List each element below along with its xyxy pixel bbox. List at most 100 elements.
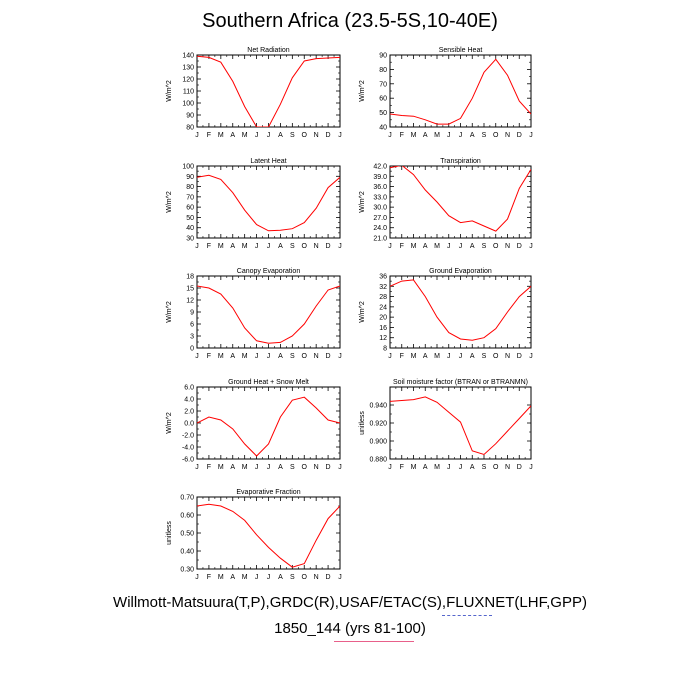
y-tick-label: 50 <box>379 110 387 117</box>
panel-title: Net Radiation <box>247 47 290 54</box>
x-tick-label: N <box>505 353 510 360</box>
x-tick-label: S <box>290 574 295 581</box>
x-tick-label: A <box>470 132 475 139</box>
plot-frame <box>389 165 532 239</box>
y-tick-label: 30.0 <box>373 205 387 212</box>
plot-frame <box>196 275 341 349</box>
x-tick-label: S <box>290 464 295 471</box>
y-tick-label: 36.0 <box>373 184 387 191</box>
plot-frame <box>196 54 341 128</box>
x-tick-label: M <box>411 132 417 139</box>
y-tick-label: 0 <box>190 346 194 353</box>
panel-title: Canopy Evaporation <box>237 268 301 275</box>
y-tick-label: 28 <box>379 294 387 301</box>
x-tick-label: N <box>314 574 319 581</box>
series-line <box>390 396 531 456</box>
x-tick-label: M <box>218 243 224 250</box>
x-tick-label: S <box>290 132 295 139</box>
y-tick-label: 42.0 <box>373 164 387 171</box>
x-tick-label: F <box>207 574 211 581</box>
y-tick-label: 0.0 <box>184 421 194 428</box>
x-tick-label: J <box>529 353 533 360</box>
y-tick-label: 6.0 <box>184 385 194 392</box>
x-tick-label: J <box>267 132 271 139</box>
plot-frame <box>196 165 341 239</box>
y-tick-label: 70 <box>379 81 387 88</box>
x-tick-label: A <box>278 464 283 471</box>
x-tick-label: M <box>218 464 224 471</box>
x-tick-label: J <box>529 243 533 250</box>
panel-title: Soil moisture factor (BTRAN or BTRANMN) <box>393 379 528 386</box>
x-tick-label: J <box>195 243 199 250</box>
y-tick-label: 130 <box>182 65 194 72</box>
chart-panel: Soil moisture factor (BTRAN or BTRANMN) J… <box>359 379 533 471</box>
y-tick-label: 80 <box>379 67 387 74</box>
x-tick-label: J <box>338 464 342 471</box>
panel-title: Ground Evaporation <box>429 268 492 275</box>
x-tick-label: J <box>267 353 271 360</box>
y-tick-label: 18 <box>186 274 194 281</box>
x-tick-label: A <box>423 132 428 139</box>
y-tick-label: 100 <box>182 101 194 108</box>
x-tick-label: M <box>242 243 248 250</box>
figure-title: Southern Africa (23.5-5S,10-40E) <box>202 10 498 32</box>
y-tick-label: 140 <box>182 53 194 60</box>
series-line <box>390 58 531 125</box>
x-tick-label: J <box>388 243 392 250</box>
y-tick-label: 120 <box>182 77 194 84</box>
y-tick-label: 4.0 <box>184 397 194 404</box>
x-tick-label: D <box>326 464 331 471</box>
x-tick-label: A <box>278 243 283 250</box>
x-tick-label: J <box>447 353 451 360</box>
y-tick-label: 32 <box>379 284 387 291</box>
x-tick-label: O <box>302 464 308 471</box>
y-tick-label: 0.30 <box>180 567 194 574</box>
x-tick-label: M <box>242 132 248 139</box>
x-tick-label: O <box>493 132 499 139</box>
x-tick-label: D <box>517 243 522 250</box>
x-tick-label: J <box>267 243 271 250</box>
x-tick-label: J <box>388 464 392 471</box>
y-axis-label: W/m^2 <box>166 80 173 102</box>
y-tick-label: 12 <box>186 298 194 305</box>
x-tick-label: J <box>195 464 199 471</box>
x-tick-label: M <box>434 464 440 471</box>
x-tick-label: A <box>423 464 428 471</box>
x-tick-label: A <box>230 353 235 360</box>
x-tick-label: J <box>255 353 259 360</box>
plot-frame <box>389 275 532 349</box>
x-tick-label: A <box>423 243 428 250</box>
x-tick-label: N <box>314 353 319 360</box>
y-tick-label: 3 <box>190 334 194 341</box>
x-tick-label: J <box>459 243 463 250</box>
x-tick-label: S <box>290 243 295 250</box>
panel-title: Evaporative Fraction <box>236 489 300 496</box>
y-tick-label: 21.0 <box>373 236 387 243</box>
y-axis-label: unitless <box>359 411 366 435</box>
x-tick-label: O <box>493 243 499 250</box>
y-tick-label: 90 <box>186 113 194 120</box>
x-tick-label: O <box>302 243 308 250</box>
x-tick-label: A <box>230 243 235 250</box>
x-tick-label: M <box>242 353 248 360</box>
x-tick-label: M <box>242 574 248 581</box>
y-axis-label: W/m^2 <box>166 412 173 434</box>
y-tick-label: 27.0 <box>373 215 387 222</box>
y-tick-label: 15 <box>186 286 194 293</box>
y-tick-label: 0.920 <box>369 421 387 428</box>
y-tick-label: -6.0 <box>182 457 194 464</box>
y-tick-label: 90 <box>379 53 387 60</box>
x-tick-label: J <box>338 132 342 139</box>
x-tick-label: A <box>230 574 235 581</box>
y-tick-label: 40 <box>379 125 387 132</box>
y-tick-label: 80 <box>186 184 194 191</box>
x-tick-label: J <box>195 132 199 139</box>
x-tick-label: A <box>423 353 428 360</box>
x-tick-label: A <box>470 464 475 471</box>
x-tick-label: M <box>434 243 440 250</box>
y-tick-label: 40 <box>186 225 194 232</box>
y-tick-label: 16 <box>379 325 387 332</box>
x-tick-label: J <box>195 353 199 360</box>
y-tick-label: 39.0 <box>373 174 387 181</box>
